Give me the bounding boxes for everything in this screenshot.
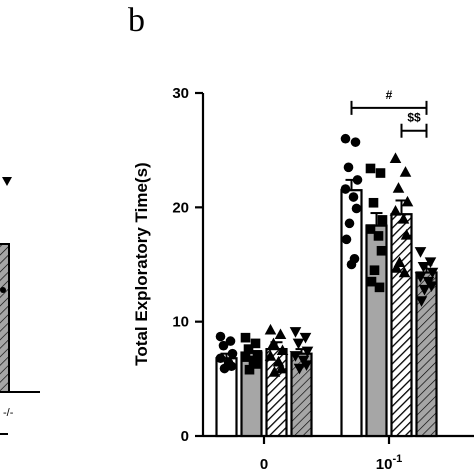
data-point xyxy=(275,362,288,374)
significance-label: # xyxy=(386,88,393,102)
data-point xyxy=(366,276,377,287)
bar xyxy=(365,224,388,438)
data-point xyxy=(299,332,312,344)
data-point xyxy=(352,175,363,185)
data-point xyxy=(219,363,230,374)
data-point xyxy=(218,340,229,351)
y-tick-label: 20 xyxy=(172,199,189,216)
y-tick-label: 0 xyxy=(181,428,189,445)
data-point xyxy=(289,351,302,362)
left-panel-marker xyxy=(0,287,6,293)
data-points xyxy=(215,133,439,377)
significance-label: $$ xyxy=(407,111,421,125)
left-panel-marker xyxy=(2,177,12,186)
data-point xyxy=(389,152,402,163)
data-point xyxy=(240,352,251,362)
data-point xyxy=(301,346,314,358)
data-point xyxy=(252,350,263,360)
data-point xyxy=(418,284,431,296)
data-point xyxy=(425,281,438,293)
data-point xyxy=(368,197,379,208)
data-point xyxy=(398,266,411,278)
data-point xyxy=(276,344,289,356)
data-point xyxy=(400,228,413,240)
data-point xyxy=(399,166,412,177)
bars xyxy=(215,189,438,438)
data-point xyxy=(264,323,277,335)
x-tick-label: 10-1 xyxy=(376,453,402,473)
data-point xyxy=(365,163,376,174)
data-point xyxy=(267,337,280,349)
data-point xyxy=(227,348,238,359)
data-point xyxy=(389,204,402,216)
data-point xyxy=(215,331,226,342)
data-point xyxy=(369,265,380,276)
data-point xyxy=(377,215,388,225)
data-point xyxy=(350,137,361,147)
significance-annotations: # $$ xyxy=(350,88,428,138)
data-point xyxy=(376,245,387,256)
data-point xyxy=(348,192,359,202)
bar xyxy=(390,213,413,438)
y-axis-title: Total Exploratory Time(s) xyxy=(132,162,151,365)
data-point xyxy=(392,182,405,193)
data-point xyxy=(414,272,427,283)
data-point xyxy=(397,212,410,224)
x-ticks: 0 10-1 xyxy=(260,436,402,473)
data-point xyxy=(289,327,302,338)
data-point xyxy=(415,296,428,307)
data-point xyxy=(293,363,306,375)
data-point xyxy=(243,344,254,354)
data-point xyxy=(268,366,281,377)
data-point xyxy=(417,261,430,273)
data-point xyxy=(373,231,384,241)
data-point xyxy=(426,267,439,279)
data-point xyxy=(240,332,251,343)
data-point xyxy=(374,282,385,293)
data-point xyxy=(274,328,287,340)
panel-label: b xyxy=(128,2,145,39)
x-tick-label: 0 xyxy=(260,456,268,473)
data-point xyxy=(414,247,427,258)
data-point xyxy=(264,350,277,361)
data-point xyxy=(251,359,262,369)
left-panel-fragment: -/- xyxy=(0,177,40,435)
data-point xyxy=(215,353,226,364)
left-panel-bar xyxy=(0,243,10,393)
data-point xyxy=(244,364,255,375)
data-point xyxy=(365,224,376,234)
y-tick-label: 30 xyxy=(172,85,189,102)
data-point xyxy=(225,336,236,346)
data-point xyxy=(343,162,354,173)
left-panel-tick-label: -/- xyxy=(3,407,14,419)
data-point xyxy=(250,338,261,349)
data-point xyxy=(344,218,355,229)
data-point xyxy=(424,257,437,269)
data-point xyxy=(375,168,386,178)
data-point xyxy=(340,133,351,144)
data-point xyxy=(351,203,362,214)
data-point xyxy=(346,259,357,270)
y-ticks: 0 10 20 30 xyxy=(172,85,203,445)
data-point xyxy=(390,262,403,273)
data-point xyxy=(401,195,414,207)
data-point xyxy=(292,338,305,350)
data-point xyxy=(300,360,313,371)
data-point xyxy=(341,234,352,245)
data-point xyxy=(340,184,351,194)
y-tick-label: 10 xyxy=(172,314,189,331)
